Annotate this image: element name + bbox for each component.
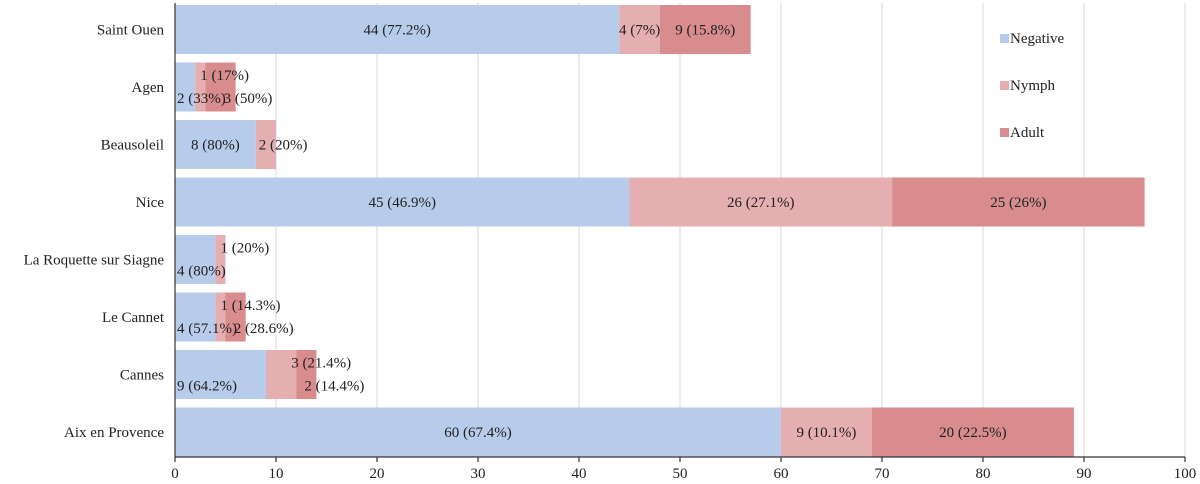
x-tick-label: 50	[673, 466, 688, 482]
data-label: 9 (10.1%)	[796, 425, 856, 441]
x-tick-label: 30	[471, 466, 486, 482]
bar-negative	[175, 292, 216, 342]
x-tick-label: 100	[1174, 466, 1197, 482]
category-label: Beausoleil	[101, 138, 164, 154]
bar-nymph	[215, 235, 226, 284]
axes: 0 10 20 30 40 50 60 70 80 90 100 Saint Ouen Agen Beau…	[24, 3, 1197, 482]
x-tick-label: 70	[875, 466, 890, 482]
x-tick-label: 10	[269, 466, 284, 482]
bar-negative	[175, 350, 266, 399]
bar-negative	[175, 407, 781, 457]
category-label: Aix en Provence	[64, 425, 164, 441]
legend: Negative Nymph Adult	[1000, 31, 1064, 141]
data-label: 1 (17%)	[200, 68, 249, 84]
bar-nymph	[215, 292, 226, 342]
data-label: 3 (21.4%)	[291, 356, 351, 372]
legend-swatch-negative	[1000, 34, 1009, 43]
category-label: Agen	[132, 80, 165, 96]
x-tick-label: 0	[171, 466, 179, 482]
bar-adult	[892, 177, 1145, 227]
data-label: 4 (7%)	[619, 23, 660, 39]
data-label: 4 (80%)	[177, 264, 226, 280]
data-label: 4 (57.1%)	[177, 321, 237, 337]
data-label: 60 (67.4%)	[444, 425, 512, 441]
x-tick-label: 80	[976, 466, 991, 482]
gridlines	[275, 3, 1186, 457]
category-label: Le Cannet	[102, 310, 165, 326]
x-tick-label: 40	[572, 466, 587, 482]
data-label: 1 (20%)	[221, 241, 270, 257]
bar-negative	[175, 5, 620, 54]
data-label: 20 (22.5%)	[939, 425, 1007, 441]
bar-negative	[175, 235, 216, 284]
x-tick-label: 90	[1077, 466, 1092, 482]
bar-negative	[175, 177, 630, 227]
data-label: 2 (33%)	[177, 91, 226, 107]
bars	[175, 5, 1145, 457]
data-label: 44 (77.2%)	[363, 23, 431, 39]
bar-negative	[175, 120, 256, 169]
data-label: 2 (28.6%)	[234, 321, 294, 337]
data-labels: 44 (77.2%) 4 (7%) 9 (15.8%) 2 (33%) 1 (17%) 3…	[177, 23, 1046, 442]
legend-label: Negative	[1010, 31, 1064, 47]
category-label: La Roquette sur Siagne	[24, 253, 165, 269]
bar-nymph	[195, 62, 206, 112]
bar-nymph	[255, 120, 276, 169]
data-label: 8 (80%)	[191, 138, 240, 154]
category-label: Nice	[136, 195, 165, 211]
data-label: 3 (50%)	[224, 91, 273, 107]
data-label: 9 (15.8%)	[675, 23, 735, 39]
bar-adult	[205, 62, 236, 112]
x-tick-label: 20	[370, 466, 385, 482]
bar-nymph	[619, 5, 660, 54]
category-label: Saint Ouen	[97, 23, 165, 39]
data-label: 1 (14.3%)	[221, 298, 281, 314]
data-label: 25 (26%)	[990, 195, 1046, 211]
bar-nymph	[781, 407, 872, 457]
data-label: 26 (27.1%)	[727, 195, 795, 211]
legend-label: Nymph	[1010, 78, 1056, 94]
x-tick-label: 60	[774, 466, 789, 482]
bar-negative	[175, 62, 196, 112]
legend-swatch-adult	[1000, 128, 1009, 137]
legend-swatch-nymph	[1000, 81, 1009, 90]
category-label: Cannes	[120, 368, 164, 384]
bar-adult	[225, 292, 246, 342]
bar-adult	[871, 407, 1074, 457]
data-label: 45 (46.9%)	[369, 195, 437, 211]
bar-adult	[659, 5, 751, 54]
data-label: 2 (20%)	[259, 138, 308, 154]
bar-nymph	[629, 177, 893, 227]
data-label: 9 (64.2%)	[177, 379, 237, 395]
bar-adult	[296, 350, 317, 399]
legend-label: Adult	[1010, 125, 1045, 141]
data-label: 2 (14.4%)	[304, 379, 364, 395]
bar-nymph	[265, 350, 297, 399]
